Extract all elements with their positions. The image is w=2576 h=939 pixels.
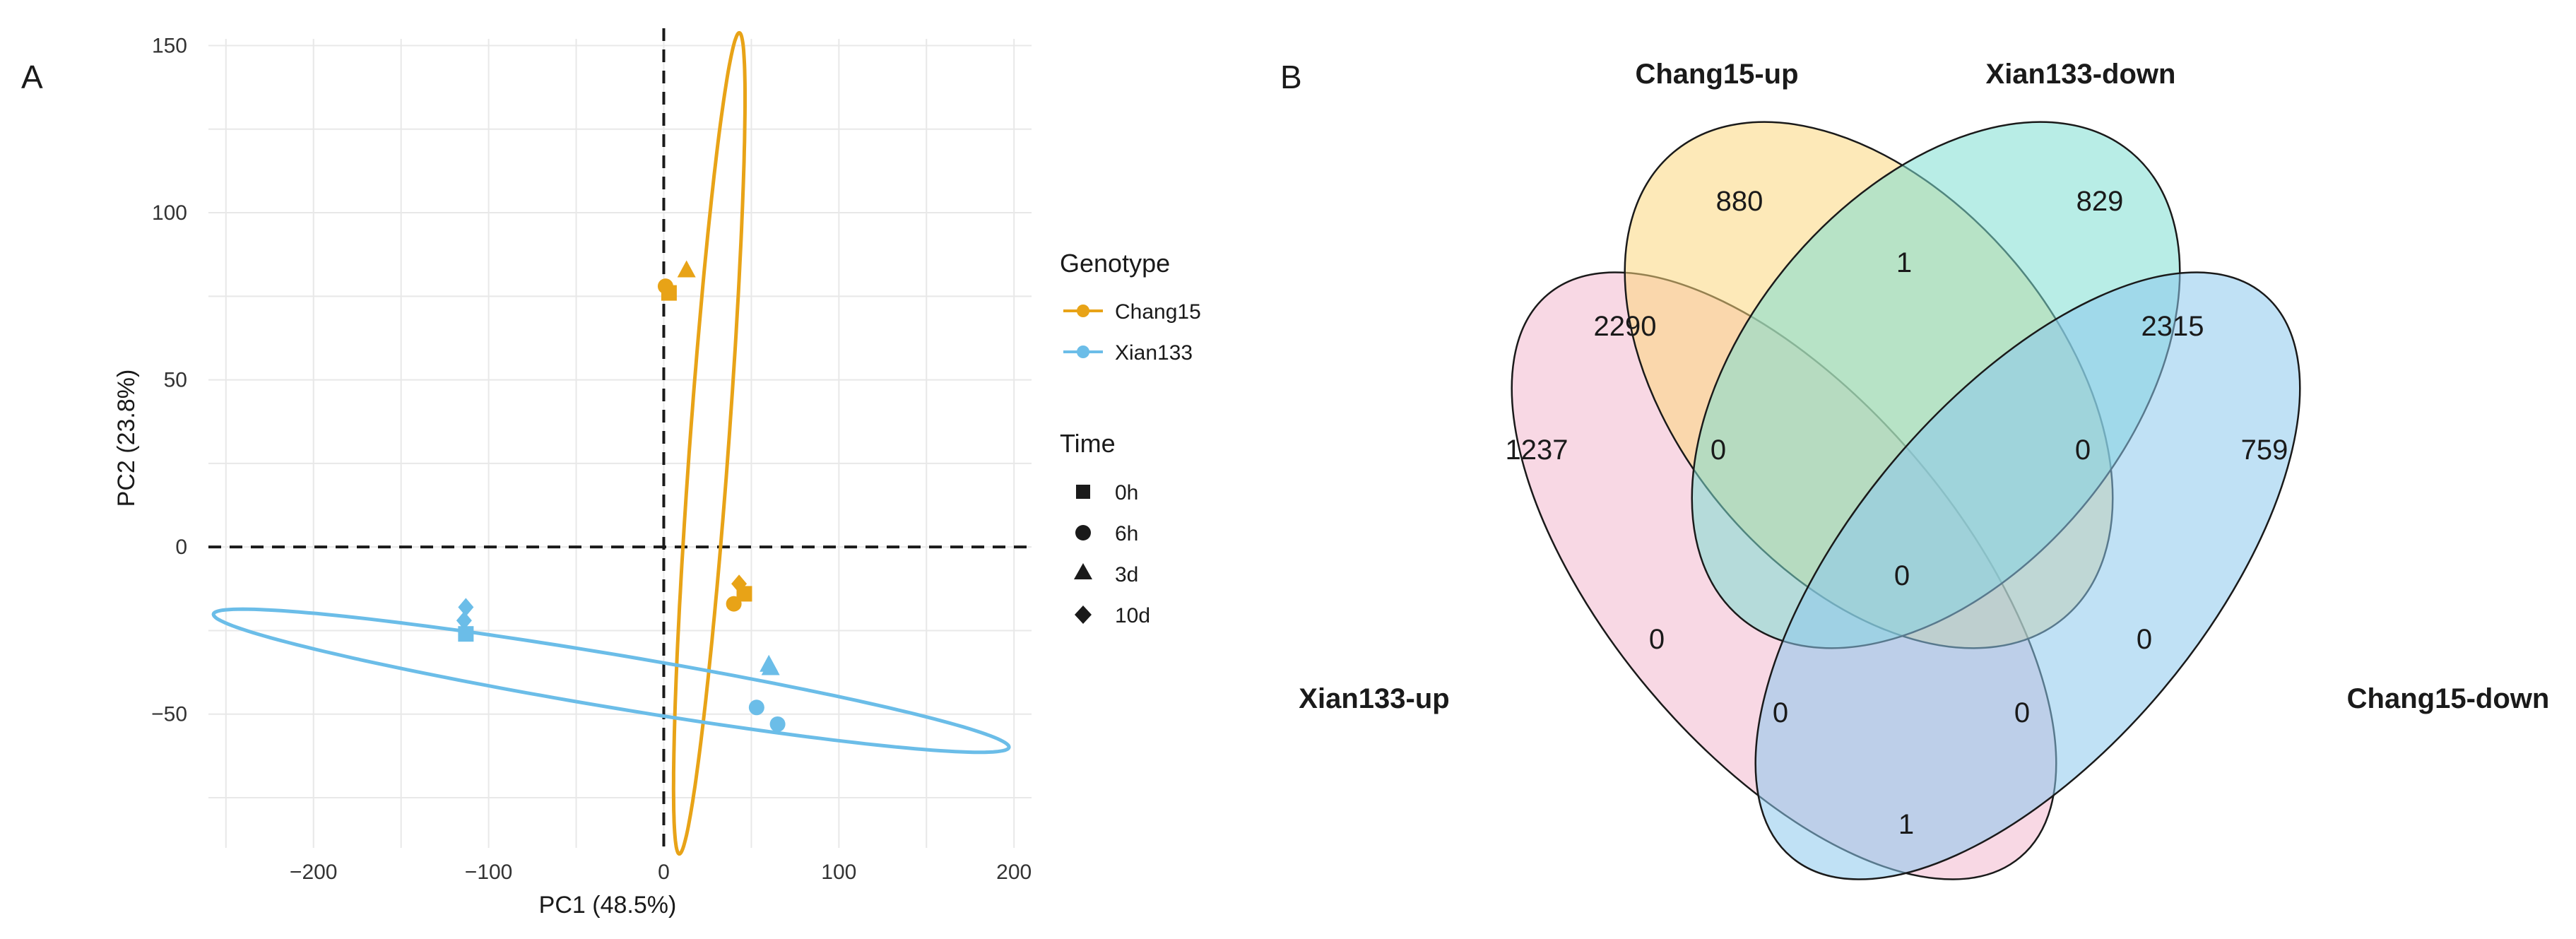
pca-ellipses	[211, 30, 1011, 856]
point-chang15-triangle	[677, 260, 696, 278]
venn-count-chang15-up-chang15-down: 0	[2137, 624, 2152, 655]
panel-label-b: B	[1280, 59, 1302, 95]
legend-item-xian133: Xian133	[1063, 341, 1193, 365]
venn-count-xian133-down-only: 829	[2076, 186, 2124, 217]
point-chang15-square	[736, 586, 752, 602]
legend-xian133-label: Xian133	[1115, 341, 1193, 365]
legend-item-10d: 10d	[1075, 604, 1150, 627]
venn-ellipse-chang15-down	[1754, 271, 2301, 880]
legend-chang15-marker	[1077, 305, 1089, 317]
venn-count-chang15-down-only: 759	[2241, 435, 2288, 466]
venn-ellipses	[1511, 121, 2301, 880]
legend-0h-label: 0h	[1115, 481, 1138, 504]
venn-panel: B Chang15-up Xian133-down Xian133-up Cha…	[1280, 59, 2550, 880]
venn-region-counts: 880 829 1 2290 2315 1237 759 0 0 0 0 0 0…	[1506, 186, 2288, 840]
venn-count-chang15-up-only: 880	[1716, 186, 1763, 217]
venn-label-xian133-down: Xian133-down	[1986, 59, 2176, 90]
point-xian133-circle	[769, 716, 786, 732]
legend-item-chang15: Chang15	[1063, 300, 1201, 324]
pca-y-axis-title: PC2 (23.8%)	[113, 370, 140, 507]
venn-count-xian133-up-chang15-up-chang15-down: 0	[2014, 697, 2030, 728]
x-tick-label: 0	[658, 861, 670, 884]
venn-count-xian133-up-xian133-down-chang15-down: 0	[1773, 697, 1788, 728]
pca-panel: A −200 −100 0 100 200 −50 0 50 100 150 PC1 (48.5…	[21, 28, 1201, 919]
point-xian133-circle	[748, 699, 764, 716]
point-xian133-square	[458, 626, 474, 642]
venn-count-xian133-up-chang15-up: 2290	[1594, 311, 1657, 342]
legend-item-6h: 6h	[1075, 522, 1138, 545]
venn-count-chang15-up-xian133-down: 1	[1896, 247, 1912, 278]
venn-count-xian133-up-xian133-down: 0	[1649, 624, 1665, 655]
point-chang15-circle	[726, 596, 742, 612]
x-tick-label: −100	[465, 861, 513, 884]
y-tick-label: 50	[164, 369, 187, 392]
pca-points	[456, 260, 786, 732]
venn-count-xian133-down-chang15-down: 2315	[2141, 311, 2204, 342]
venn-label-chang15-up: Chang15-up	[1635, 59, 1798, 90]
y-tick-label: 150	[152, 34, 187, 57]
venn-count-xian133-up-only: 1237	[1506, 435, 1568, 466]
confidence-ellipse-xian133	[211, 607, 1011, 755]
pca-x-axis-title: PC1 (48.5%)	[539, 892, 677, 919]
legend-6h-label: 6h	[1115, 522, 1138, 545]
legend-triangle-marker	[1074, 563, 1092, 579]
y-tick-label: 0	[175, 536, 187, 559]
legend-10d-label: 10d	[1115, 604, 1150, 627]
panel-label-a: A	[21, 59, 43, 95]
venn-label-chang15-down: Chang15-down	[2347, 683, 2550, 714]
y-tick-label: 100	[152, 201, 187, 225]
x-tick-label: −200	[290, 861, 338, 884]
pca-x-tick-labels: −200 −100 0 100 200	[290, 861, 1032, 884]
pca-y-tick-labels: −50 0 50 100 150	[151, 34, 187, 726]
point-xian133-diamond	[456, 611, 472, 630]
legend-item-0h: 0h	[1076, 481, 1138, 504]
venn-count-chang15-up-xian133-down-chang15-down: 0	[2075, 435, 2091, 466]
venn-count-xian133-up-chang15-down: 1	[1898, 809, 1914, 840]
point-xian133-diamond	[458, 598, 474, 617]
legend-xian133-marker	[1077, 346, 1089, 358]
x-tick-label: 100	[821, 861, 856, 884]
venn-count-xian133-up-chang15-up-xian133-down: 0	[1711, 435, 1726, 466]
venn-count-all: 0	[1894, 560, 1910, 591]
point-xian133-triangle	[761, 658, 780, 675]
legend-square-marker	[1076, 485, 1090, 499]
pca-reference-lines	[208, 28, 1032, 848]
legend-circle-marker	[1075, 525, 1091, 541]
x-tick-label: 200	[996, 861, 1032, 884]
pca-legend: Genotype Chang15 Xian133 Time 0h	[1060, 249, 1201, 627]
pca-grid	[208, 39, 1032, 848]
legend-chang15-label: Chang15	[1115, 300, 1201, 324]
y-tick-label: −50	[151, 703, 187, 726]
legend-genotype-title: Genotype	[1060, 249, 1170, 278]
venn-label-xian133-up: Xian133-up	[1299, 683, 1449, 714]
point-chang15-square	[661, 285, 677, 301]
legend-time-title: Time	[1060, 429, 1116, 458]
legend-3d-label: 3d	[1115, 563, 1138, 586]
legend-item-3d: 3d	[1074, 563, 1138, 586]
legend-diamond-marker	[1075, 606, 1092, 624]
confidence-ellipse-chang15	[671, 30, 747, 856]
